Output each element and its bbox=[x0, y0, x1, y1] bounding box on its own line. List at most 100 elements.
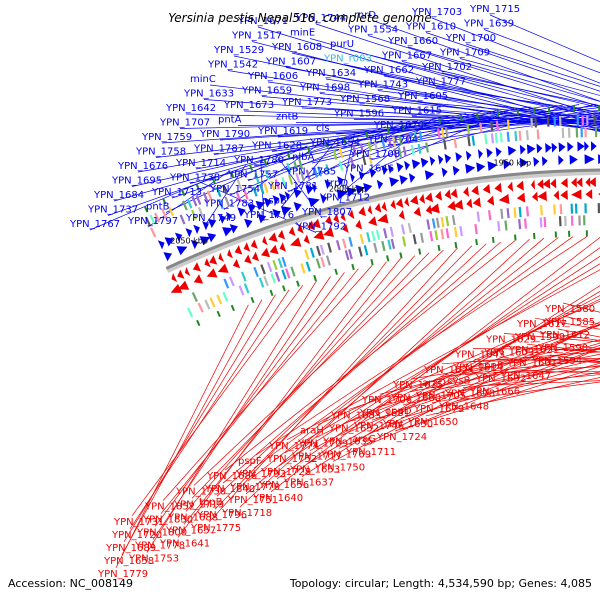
gene-label: YPN_1785 bbox=[285, 167, 336, 178]
scale-label: 2050 kbp bbox=[170, 237, 208, 246]
forward-gene-arrow bbox=[363, 183, 373, 193]
gene-label: YPN_1790 bbox=[199, 129, 250, 140]
forward-gene-arrow bbox=[551, 142, 558, 153]
gene-label: YPN_1660 bbox=[387, 36, 438, 47]
reverse-gene-arrow bbox=[307, 220, 315, 231]
feature-color-bar bbox=[274, 179, 280, 190]
feature-color-bar bbox=[540, 205, 543, 216]
genome-backbone-shadow bbox=[165, 169, 600, 273]
forward-gene-arrow bbox=[558, 155, 564, 166]
reverse-gene-arrow bbox=[404, 196, 410, 207]
gene-label: YPN_1708 bbox=[349, 149, 400, 160]
forward-gene-arrow bbox=[293, 202, 302, 212]
reverse-gene-arrow bbox=[232, 259, 241, 269]
tick-mark bbox=[418, 248, 422, 255]
feature-color-bar bbox=[319, 244, 325, 255]
leader-line bbox=[325, 78, 600, 122]
gene-label: YPN_1717 bbox=[291, 452, 342, 463]
forward-gene-arrow bbox=[193, 224, 200, 234]
forward-gene-arrow bbox=[346, 187, 357, 197]
feature-color-bar bbox=[499, 132, 503, 143]
forward-gene-arrow bbox=[229, 224, 238, 234]
tick-mark bbox=[365, 131, 369, 139]
tick-mark bbox=[230, 171, 235, 178]
feature-color-bar bbox=[387, 137, 392, 148]
forward-gene-arrow bbox=[311, 183, 317, 193]
tick-mark bbox=[342, 137, 346, 144]
gene-label: YPN_1686 bbox=[206, 471, 257, 482]
leader-line bbox=[183, 258, 401, 525]
tick-mark bbox=[286, 152, 291, 159]
gene-label: YPN_1667 bbox=[381, 51, 432, 62]
feature-color-bar bbox=[286, 162, 292, 174]
map-title: Yersinia pestis Nepal516, complete genom… bbox=[168, 11, 431, 25]
leader-line bbox=[257, 26, 600, 130]
tick-mark bbox=[230, 304, 235, 312]
feature-color-bar bbox=[202, 191, 209, 203]
forward-gene-arrow bbox=[404, 160, 410, 171]
feature-color-bar bbox=[197, 302, 204, 313]
feature-color-bar bbox=[559, 204, 563, 215]
leader-line bbox=[253, 236, 574, 469]
feature-color-bar bbox=[543, 217, 547, 228]
gene-label: YPN_1647 bbox=[500, 371, 551, 382]
tick-mark bbox=[162, 198, 167, 205]
leader-line bbox=[277, 117, 600, 138]
feature-color-bar bbox=[263, 275, 269, 287]
feature-color-bar bbox=[402, 236, 407, 247]
gene-label: YPN_1629 bbox=[485, 334, 536, 345]
leader-line bbox=[189, 112, 467, 184]
forward-gene-arrow bbox=[584, 154, 595, 165]
leader-line bbox=[377, 342, 600, 408]
feature-color-bar bbox=[363, 245, 369, 256]
tick-mark bbox=[196, 319, 201, 327]
forward-gene-arrow bbox=[278, 193, 286, 203]
feature-color-bar bbox=[420, 232, 424, 243]
gene-label: YPN_1610 bbox=[405, 22, 456, 33]
gene-label: YPN_1678 bbox=[444, 389, 495, 400]
gene-label: YPN_1720 bbox=[111, 530, 162, 541]
gene-label: YPN_1653 bbox=[289, 465, 340, 476]
gene-label: cysB bbox=[447, 376, 471, 387]
gene-label: YPN_1744 bbox=[295, 13, 346, 24]
forward-gene-arrow bbox=[163, 252, 172, 262]
reverse-gene-arrow bbox=[358, 206, 366, 217]
forward-gene-arrow bbox=[174, 232, 183, 242]
feature-color-bar bbox=[444, 127, 449, 138]
forward-gene-arrow bbox=[218, 214, 226, 224]
reverse-gene-arrow bbox=[450, 188, 458, 199]
forward-gene-arrow bbox=[255, 200, 265, 211]
feature-color-bar bbox=[259, 184, 265, 195]
gene-label: YPN_1724 bbox=[376, 432, 427, 443]
feature-color-bar bbox=[407, 222, 412, 234]
leader-line bbox=[278, 255, 600, 467]
forward-gene-arrow bbox=[569, 154, 578, 165]
reverse-gene-arrow bbox=[413, 206, 422, 217]
feature-color-bar bbox=[490, 133, 495, 144]
feature-color-bar bbox=[443, 139, 447, 150]
forward-gene-arrow bbox=[185, 228, 193, 238]
gene-label: YPN_1704 bbox=[367, 135, 418, 146]
gene-label: YPN_1767 bbox=[69, 219, 120, 230]
leader-line bbox=[309, 38, 600, 120]
feature-color-bar bbox=[435, 217, 440, 228]
leader-line bbox=[251, 41, 600, 131]
gene-label: YPN_1751 bbox=[227, 495, 278, 506]
feature-color-bar bbox=[266, 261, 273, 273]
gene-label: YPN_1797 bbox=[127, 216, 178, 227]
gene-label: YPN_1542 bbox=[207, 60, 258, 71]
reverse-gene-arrow bbox=[472, 197, 481, 208]
tick-mark bbox=[516, 108, 519, 115]
leader-line bbox=[162, 264, 373, 501]
gene-label: tppB bbox=[199, 497, 223, 508]
forward-gene-arrow bbox=[567, 141, 574, 152]
feature-color-bar bbox=[338, 160, 344, 171]
feature-color-bar bbox=[479, 122, 483, 133]
tick-mark bbox=[476, 112, 479, 120]
reverse-gene-arrow bbox=[542, 178, 551, 189]
leader-line bbox=[216, 243, 487, 497]
gene-label: YPN_1639 bbox=[463, 19, 514, 30]
forward-gene-arrow bbox=[487, 161, 498, 171]
reverse-gene-arrow bbox=[342, 223, 349, 233]
reverse-gene-arrow bbox=[367, 204, 373, 215]
